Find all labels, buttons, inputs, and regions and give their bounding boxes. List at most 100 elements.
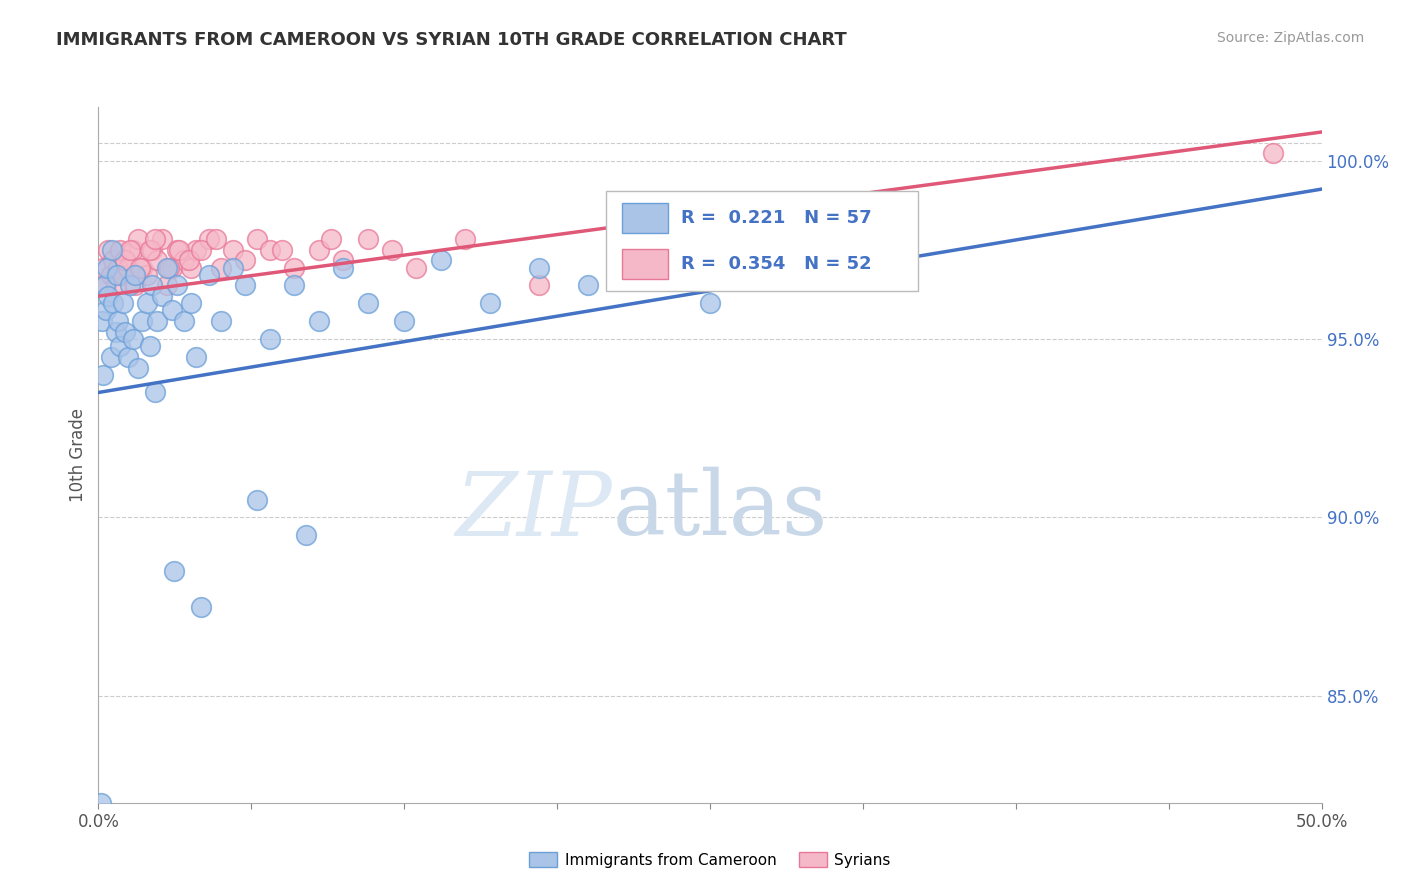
Point — [430, 253, 453, 268]
Point — [173, 314, 195, 328]
Point — [356, 232, 378, 246]
Text: R =  0.354   N = 52: R = 0.354 N = 52 — [681, 255, 872, 273]
Point — [1261, 146, 1284, 161]
Point — [117, 260, 139, 275]
Text: ZIP: ZIP — [456, 467, 612, 554]
Point — [96, 260, 118, 275]
Point — [124, 268, 146, 282]
Point — [100, 268, 122, 282]
Point — [163, 564, 186, 578]
Point — [136, 268, 159, 282]
Point — [141, 243, 163, 257]
Point — [167, 243, 190, 257]
Point — [104, 325, 127, 339]
Point — [186, 243, 208, 257]
Point — [527, 260, 550, 275]
Bar — [621, 249, 668, 279]
Point — [146, 253, 169, 268]
Point — [94, 278, 117, 293]
Point — [259, 332, 281, 346]
Point — [180, 260, 202, 275]
Point — [197, 268, 219, 282]
Point — [107, 260, 129, 275]
Point — [97, 243, 120, 257]
Point — [143, 385, 166, 400]
Point — [478, 296, 501, 310]
Point — [626, 243, 648, 257]
Point — [114, 253, 136, 268]
Point — [150, 232, 173, 246]
Point — [283, 278, 305, 293]
Point — [91, 368, 114, 382]
Text: Source: ZipAtlas.com: Source: ZipAtlas.com — [1216, 31, 1364, 45]
Point — [772, 253, 794, 268]
Point — [209, 314, 232, 328]
Point — [131, 314, 153, 328]
Point — [156, 278, 179, 293]
Point — [139, 339, 162, 353]
Point — [233, 278, 256, 293]
Y-axis label: 10th Grade: 10th Grade — [69, 408, 87, 502]
Point — [146, 314, 169, 328]
Point — [308, 314, 330, 328]
Point — [454, 232, 477, 246]
Point — [180, 296, 202, 310]
Point — [111, 268, 134, 282]
Point — [197, 232, 219, 246]
Point — [90, 796, 112, 810]
Point — [870, 260, 893, 275]
Point — [160, 260, 183, 275]
Point — [97, 289, 120, 303]
Point — [246, 492, 269, 507]
Point — [259, 243, 281, 257]
Bar — [621, 202, 668, 233]
Point — [121, 243, 143, 257]
Point — [105, 268, 128, 282]
Point — [93, 278, 115, 293]
Point — [190, 599, 212, 614]
Point — [91, 260, 114, 275]
Point — [222, 243, 245, 257]
Point — [356, 296, 378, 310]
Point — [246, 232, 269, 246]
Point — [101, 253, 124, 268]
Point — [110, 243, 132, 257]
Point — [699, 296, 721, 310]
Point — [127, 360, 149, 375]
Point — [139, 243, 162, 257]
Point — [100, 350, 122, 364]
Point — [101, 296, 124, 310]
Point — [392, 314, 416, 328]
Point — [120, 278, 142, 293]
Point — [143, 232, 166, 246]
Point — [205, 232, 228, 246]
Point — [209, 260, 232, 275]
Point — [141, 278, 163, 293]
Point — [177, 253, 200, 268]
Point — [821, 243, 844, 257]
Point — [332, 253, 354, 268]
Point — [160, 303, 183, 318]
Point — [107, 314, 129, 328]
Point — [127, 232, 149, 246]
Point — [190, 243, 212, 257]
Point — [233, 253, 256, 268]
Point — [114, 325, 136, 339]
Point — [117, 350, 139, 364]
Point — [270, 243, 294, 257]
Point — [104, 278, 127, 293]
Point — [121, 332, 143, 346]
FancyBboxPatch shape — [606, 191, 918, 292]
Point — [91, 314, 114, 328]
Text: R =  0.221   N = 57: R = 0.221 N = 57 — [681, 209, 872, 227]
Point — [156, 260, 179, 275]
Point — [332, 260, 354, 275]
Point — [157, 260, 180, 275]
Point — [527, 278, 550, 293]
Point — [166, 243, 188, 257]
Point — [101, 243, 124, 257]
Text: IMMIGRANTS FROM CAMEROON VS SYRIAN 10TH GRADE CORRELATION CHART: IMMIGRANTS FROM CAMEROON VS SYRIAN 10TH … — [56, 31, 846, 49]
Point — [319, 232, 342, 246]
Point — [576, 278, 599, 293]
Point — [308, 243, 330, 257]
